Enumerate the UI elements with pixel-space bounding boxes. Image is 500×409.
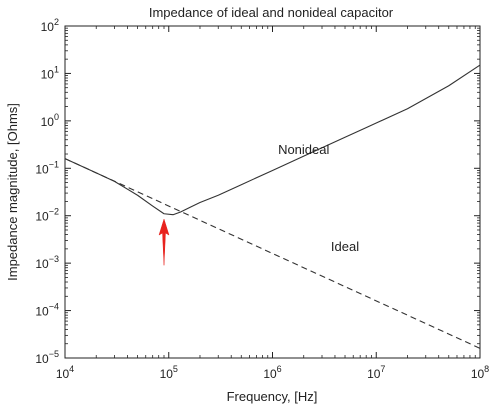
y-tick-label: 100 bbox=[41, 112, 59, 129]
y-tick-label: 10−2 bbox=[35, 207, 59, 224]
annotation-ideal: Ideal bbox=[331, 239, 359, 254]
y-tick-label: 10−3 bbox=[35, 254, 59, 271]
x-axis-label: Frequency, [Hz] bbox=[227, 389, 318, 404]
axis-ticks: 104 105 106 107 108 102 101 100 10−1 10−2 10−3 10−4… bbox=[35, 17, 489, 381]
series-nonideal-line bbox=[64, 64, 481, 216]
y-tick-label: 10−4 bbox=[35, 302, 59, 319]
x-tick-label: 107 bbox=[367, 364, 385, 381]
minimum-arrow-icon bbox=[158, 218, 170, 266]
y-tick-label: 101 bbox=[41, 64, 59, 81]
annotation-nonideal: Nonideal bbox=[278, 142, 329, 157]
y-tick-label: 10−5 bbox=[35, 349, 59, 366]
chart-title: Impedance of ideal and nonideal capacito… bbox=[149, 5, 394, 20]
plot-area-frame bbox=[64, 25, 481, 359]
annotation-layer: Nonideal Ideal bbox=[158, 142, 359, 266]
series-layer bbox=[64, 64, 481, 349]
series-ideal-line bbox=[64, 158, 481, 349]
y-tick-label: 10−1 bbox=[35, 159, 59, 176]
x-tick-label: 106 bbox=[263, 364, 281, 381]
y-tick-label: 102 bbox=[41, 17, 59, 34]
x-tick-label: 104 bbox=[56, 364, 74, 381]
x-tick-label: 105 bbox=[160, 364, 178, 381]
y-axis-label: Impedance magnitude, [Ohms] bbox=[5, 103, 20, 281]
x-tick-label: 108 bbox=[471, 364, 489, 381]
